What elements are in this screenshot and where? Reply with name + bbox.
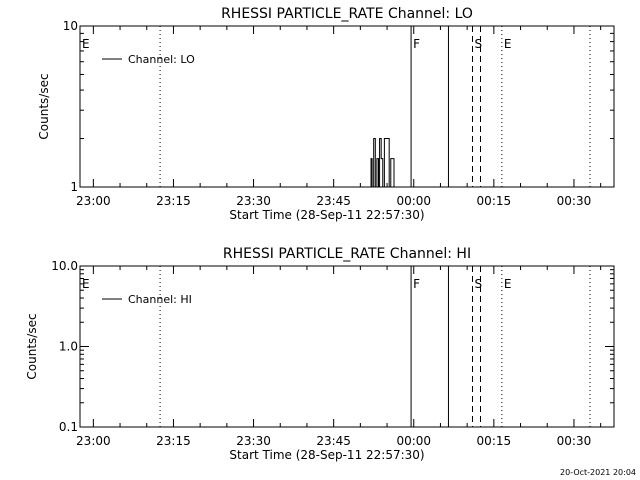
x-tick-label: 23:15	[156, 194, 191, 208]
y-axis-label: Counts/sec	[37, 73, 51, 139]
x-tick-label: 00:15	[477, 434, 512, 448]
x-tick-label: 23:00	[76, 434, 111, 448]
event-marker-label: S	[474, 37, 482, 51]
x-tick-label: 23:45	[316, 194, 351, 208]
x-tick-label: 23:45	[316, 434, 351, 448]
x-tick-label: 23:30	[236, 194, 271, 208]
panel-2: RHESSI PARTICLE_RATE Channel: HI 23:00 23:…	[25, 246, 615, 462]
event-marker-label: E	[82, 37, 90, 51]
x-tick-label: 00:00	[396, 194, 431, 208]
event-marker-label: S	[474, 277, 482, 291]
x-tick-label: 00:30	[557, 434, 592, 448]
event-marker-label: E	[504, 277, 512, 291]
chart-title: RHESSI PARTICLE_RATE Channel: LO	[221, 6, 473, 22]
event-marker-label: F	[413, 37, 420, 51]
series-line	[369, 138, 396, 188]
legend-entry: Channel: LO	[128, 53, 195, 66]
event-marker-label: F	[413, 277, 420, 291]
x-tick-label: 00:00	[396, 434, 431, 448]
x-axis-label: Start Time (28-Sep-11 22:57:30)	[229, 208, 424, 222]
legend-entry: Channel: HI	[128, 293, 192, 306]
y-axis-label: Counts/sec	[25, 313, 39, 379]
x-tick-label: 23:15	[156, 434, 191, 448]
y-tick-label: 10.0	[51, 259, 78, 273]
event-marker-label: E	[82, 277, 90, 291]
y-tick-label: 1.0	[59, 340, 78, 354]
x-tick-label: 23:00	[76, 194, 111, 208]
y-tick-label: 1	[70, 180, 78, 194]
x-tick-label: 23:30	[236, 434, 271, 448]
panel-1: RHESSI PARTICLE_RATE Channel: LO 23:00 23:…	[37, 6, 615, 222]
timestamp: 20-Oct-2021 20:04	[560, 468, 636, 477]
chart-title: RHESSI PARTICLE_RATE Channel: HI	[223, 246, 471, 262]
event-marker-label: E	[504, 37, 512, 51]
y-tick-label: 0.1	[59, 420, 78, 434]
x-tick-label: 00:30	[557, 194, 592, 208]
x-tick-label: 00:15	[477, 194, 512, 208]
x-axis-label: Start Time (28-Sep-11 22:57:30)	[229, 448, 424, 462]
y-tick-label: 10	[63, 19, 78, 33]
